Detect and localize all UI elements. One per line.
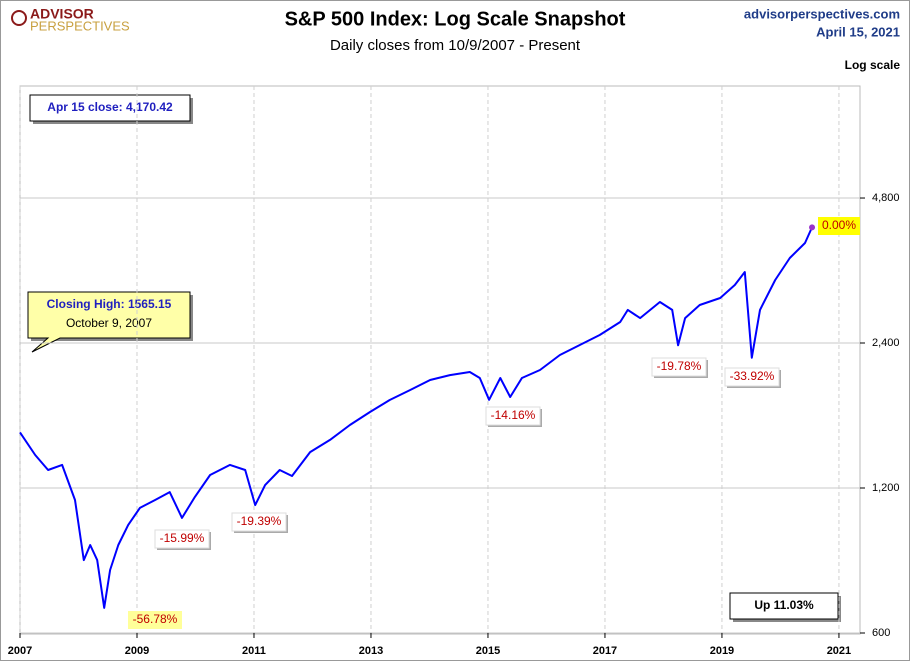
annotation: -14.16% [491,408,536,422]
box [729,592,839,620]
annotation: -19.78% [657,359,702,373]
date: April 15, 2021 [816,24,900,39]
annotation: -56.78% [133,612,178,626]
annotation-box [128,611,182,629]
source: advisorperspectives.com [744,6,900,21]
annotation-box [724,367,780,387]
y-tick-label: 1,200 [872,482,900,494]
callout-text: October 9, 2007 [66,316,152,330]
x-tick-label: 2021 [827,645,851,657]
annotation-box [154,529,210,549]
annotation: 0.00% [822,218,856,232]
chart-subtitle: Daily closes from 10/9/2007 - Present [330,37,581,54]
logo: ADVISOR PERSPECTIVES [11,6,130,33]
y-tick-label: 4,800 [872,192,900,204]
box [27,291,191,353]
close-box: Apr 15 close: 4,170.42 [29,94,193,124]
high-box: Closing High: 1565.15 October 9, 2007 [27,291,193,353]
y-tick-label: 2,400 [872,337,900,349]
x-tick-label: 2019 [710,645,734,657]
end-point [809,224,816,231]
callout-text: Up 11.03% [754,598,814,612]
change-box: Up 11.03% [729,592,841,622]
annotation-box [231,512,287,532]
logo-text: PERSPECTIVES [30,18,130,33]
y-tick-label: 600 [872,627,890,639]
x-tick-label: 2009 [125,645,149,657]
x-tick-label: 2011 [242,645,266,657]
logo-text: ADVISOR [30,6,94,22]
callout-text: Closing High: 1565.15 [47,297,172,311]
annotation-box [485,406,541,426]
line [19,226,813,609]
x-tick-label: 2007 [8,645,32,657]
logo-icon [11,10,27,26]
scale-label: Log scale [845,58,901,72]
box [29,94,191,122]
annotation-box [651,357,707,377]
x-tick-label: 2015 [476,645,500,657]
chart-title: S&P 500 Index: Log Scale Snapshot [285,8,626,30]
annotation: -33.92% [730,369,775,383]
annotation: -19.39% [237,514,282,528]
x-tick-label: 2013 [359,645,383,657]
annotation: -15.99% [160,531,205,545]
x-tick-label: 2017 [593,645,617,657]
annotation-box [818,217,860,235]
callout-text: Apr 15 close: 4,170.42 [47,100,173,114]
